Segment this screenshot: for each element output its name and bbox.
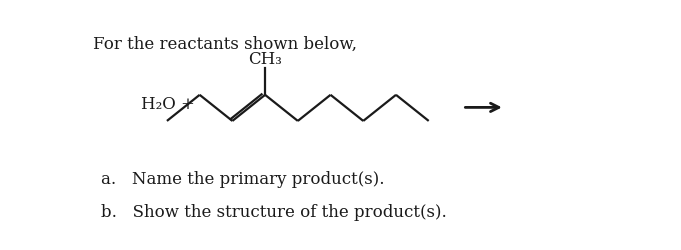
Text: CH₃: CH₃ xyxy=(248,50,282,68)
Text: a.   Name the primary product(s).: a. Name the primary product(s). xyxy=(101,170,385,188)
Text: For the reactants shown below,: For the reactants shown below, xyxy=(93,36,357,53)
Text: H₂O +: H₂O + xyxy=(140,96,194,112)
Text: b.   Show the structure of the product(s).: b. Show the structure of the product(s). xyxy=(101,203,447,220)
